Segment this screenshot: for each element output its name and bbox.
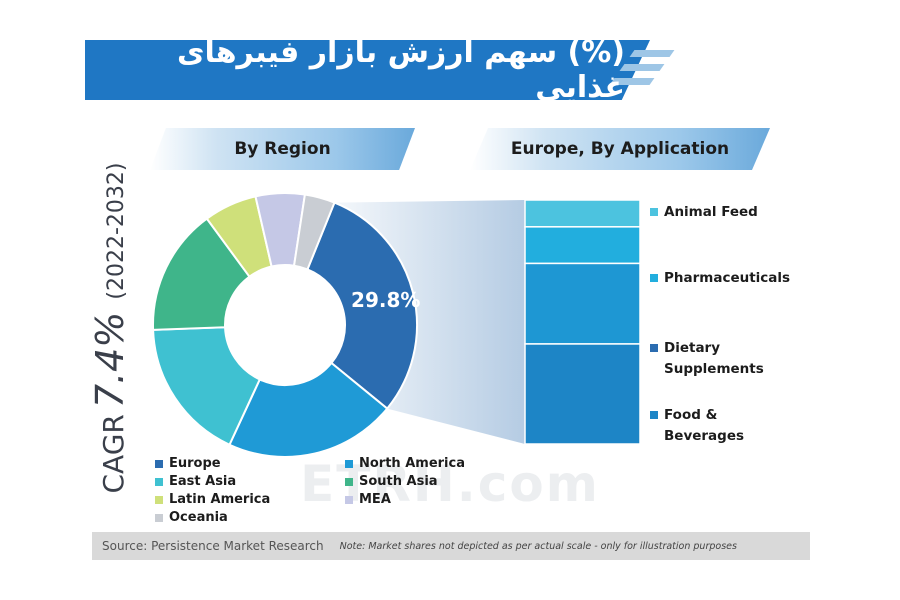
donut-slice-east-asia — [152, 326, 262, 447]
app-label-text: Pharmaceuticals — [664, 270, 791, 286]
app-label-line: Food & — [664, 407, 718, 423]
donut-slice-europe — [306, 201, 418, 410]
application-header: Europe, By Application — [470, 128, 770, 170]
legend-swatch — [155, 459, 163, 468]
legend-swatch — [345, 459, 353, 468]
app-swatch — [650, 208, 658, 216]
region-header-label: By Region — [234, 139, 331, 159]
app-swatch — [650, 344, 658, 352]
legend-label: South Asia — [359, 474, 438, 489]
legend-swatch — [345, 495, 353, 504]
legend-item-north-america: North America — [345, 456, 465, 471]
legend-label: North America — [359, 456, 465, 471]
legend-item-south-asia: South Asia — [345, 474, 438, 489]
legend-label: Latin America — [169, 492, 271, 507]
bar-segment-animal-feed — [524, 199, 641, 228]
app-label-text: Dietary Supplements — [664, 338, 764, 380]
donut-slice-north-america — [228, 361, 389, 458]
app-label-food-beverages: Food & Beverages — [650, 405, 810, 447]
source-bar: Source: Persistence Market Research Note… — [92, 532, 810, 560]
bar-segment-dietary-supplements — [524, 262, 641, 345]
legend-swatch — [155, 513, 163, 522]
bar-segment-food-beverages — [524, 343, 641, 445]
app-label-pharmaceuticals: Pharmaceuticals — [650, 268, 810, 289]
legend-item-oceania: Oceania — [155, 510, 228, 525]
app-swatch — [650, 411, 658, 419]
legend-label: Oceania — [169, 510, 228, 525]
title-banner — [85, 40, 650, 100]
legend-swatch — [155, 477, 163, 486]
legend-item-east-asia: East Asia — [155, 474, 236, 489]
legend-item-latin-america: Latin America — [155, 492, 270, 507]
app-label-line: Dietary — [664, 340, 721, 356]
app-label-line: Beverages — [664, 428, 745, 444]
application-header-label: Europe, By Application — [510, 139, 730, 159]
legend-swatch — [345, 477, 353, 486]
legend-label: East Asia — [169, 474, 237, 489]
bar-segment-pharmaceuticals — [524, 226, 641, 265]
app-label-dietary-supplements: Dietary Supplements — [650, 338, 810, 380]
legend-label: Europe — [169, 456, 221, 471]
page-title: (%) سهم ارزش بازار فیبرهای غذایی — [176, 35, 625, 105]
legend-swatch — [155, 495, 163, 504]
source-text: Source: Persistence Market Research — [102, 539, 324, 553]
app-label-text: Food & Beverages — [664, 405, 744, 447]
legend-item-mea: MEA — [345, 492, 391, 507]
legend-label: MEA — [359, 492, 391, 507]
legend-item-europe: Europe — [155, 456, 221, 471]
app-label-line: Supplements — [664, 361, 764, 377]
donut-slice-oceania — [292, 193, 336, 271]
app-label-text: Animal Feed — [664, 204, 758, 220]
note-text: Note: Market shares not depicted as per … — [339, 540, 737, 552]
app-swatch — [650, 274, 658, 282]
europe-value-label: 29.8% — [351, 288, 420, 312]
app-label-animal-feed: Animal Feed — [650, 202, 810, 223]
region-header: By Region — [150, 128, 415, 170]
